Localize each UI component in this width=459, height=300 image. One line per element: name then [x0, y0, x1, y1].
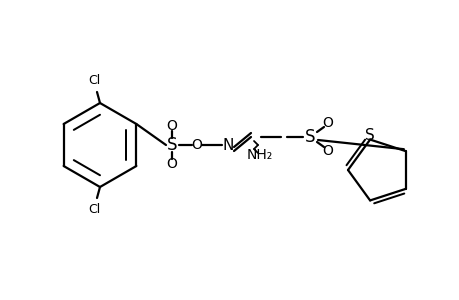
- Text: O: O: [322, 144, 333, 158]
- Text: Cl: Cl: [88, 203, 100, 216]
- Text: S: S: [166, 136, 177, 154]
- Text: Cl: Cl: [88, 74, 100, 87]
- Text: N: N: [222, 137, 233, 152]
- Text: O: O: [191, 138, 202, 152]
- Text: S: S: [304, 128, 314, 146]
- Text: S: S: [364, 128, 374, 143]
- Text: O: O: [166, 157, 177, 171]
- Text: O: O: [322, 116, 333, 130]
- Text: NH₂: NH₂: [246, 148, 273, 162]
- Text: O: O: [166, 119, 177, 133]
